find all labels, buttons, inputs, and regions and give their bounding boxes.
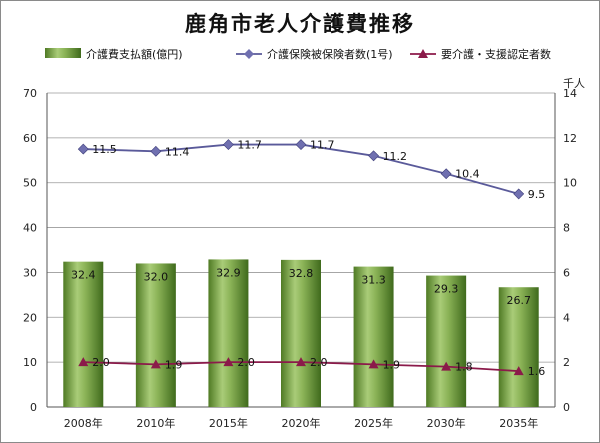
line-data-label: 11.2 xyxy=(383,150,408,163)
bar-data-label: 32.9 xyxy=(216,266,241,279)
diamond-point xyxy=(295,139,307,151)
bar-data-label: 32.8 xyxy=(289,267,314,280)
legend-triangle-marker xyxy=(418,49,428,58)
legend: 介護費支払額(億円) 介護保険被保険者数(1号) 要介護・支援認定者数 xyxy=(45,47,551,61)
series-line xyxy=(83,143,519,195)
bar-data-label: 26.7 xyxy=(506,294,531,307)
bar xyxy=(135,263,176,407)
diamond-point xyxy=(513,188,525,200)
x-tick-label: 2025年 xyxy=(354,416,393,430)
triangle-point xyxy=(368,359,379,369)
legend-label: 要介護・支援認定者数 xyxy=(441,47,551,61)
y-right-tick-label: 10 xyxy=(563,177,577,190)
y-left-tick-label: 70 xyxy=(23,87,37,100)
line-data-label: 1.6 xyxy=(528,365,546,378)
bar-data-label: 32.4 xyxy=(71,269,96,282)
triangle-point xyxy=(223,357,234,367)
line-data-label: 1.8 xyxy=(455,361,473,374)
y-right-tick-label: 4 xyxy=(563,311,570,324)
legend-swatch-bar xyxy=(45,48,81,58)
line-data-label: 2.0 xyxy=(237,356,255,369)
y-left-tick-label: 40 xyxy=(23,222,37,235)
data-labels: 32.4 32.0 32.9 32.8 31.3 29.3 26.7 11.5 11.4 11.7… xyxy=(71,139,545,379)
y-left-tick-label: 0 xyxy=(30,401,37,414)
bar-data-label: 32.0 xyxy=(144,270,169,283)
bar xyxy=(63,261,104,407)
diamond-point xyxy=(440,168,452,180)
bar-series xyxy=(63,259,539,407)
line-data-label: 2.0 xyxy=(92,356,110,369)
x-tick-label: 2035年 xyxy=(499,416,538,430)
triangle-point xyxy=(441,361,452,371)
diamond-point xyxy=(150,145,162,157)
line-data-label: 9.5 xyxy=(528,188,546,201)
bar xyxy=(281,259,321,407)
line-data-label: 11.4 xyxy=(165,145,190,158)
line-data-label: 11.7 xyxy=(237,139,262,152)
bar xyxy=(426,275,467,407)
bar xyxy=(353,266,394,407)
y-right-tick-label: 0 xyxy=(563,401,570,414)
y-right-tick-label: 2 xyxy=(563,356,570,369)
x-tick-label: 2010年 xyxy=(136,416,175,430)
chart-title: 鹿角市老人介護費推移 xyxy=(185,12,415,36)
x-tick-label: 2008年 xyxy=(64,416,103,430)
triangle-point xyxy=(296,357,306,367)
line-data-label: 2.0 xyxy=(310,356,328,369)
y-right-unit: 千人 xyxy=(563,77,585,90)
line-data-label: 11.7 xyxy=(310,139,335,152)
line-data-label: 10.4 xyxy=(455,168,480,181)
line-data-label: 11.5 xyxy=(92,143,117,156)
x-tick-label: 2030年 xyxy=(427,416,466,430)
bar xyxy=(498,287,539,407)
line-series xyxy=(77,139,525,376)
y-left-tick-label: 50 xyxy=(23,177,37,190)
triangle-point xyxy=(513,366,524,376)
bar-data-label: 31.3 xyxy=(361,274,386,287)
y-right-tick-label: 6 xyxy=(563,266,570,279)
legend-diamond-marker xyxy=(244,49,254,59)
legend-label: 介護費支払額(億円) xyxy=(86,47,183,61)
y-left-tick-label: 60 xyxy=(23,132,37,145)
triangle-point xyxy=(78,357,89,367)
y-right-tick-label: 12 xyxy=(563,132,577,145)
triangle-point xyxy=(150,359,161,369)
x-tick-label: 2015年 xyxy=(209,416,248,430)
legend-label: 介護保険被保険者数(1号) xyxy=(267,47,393,61)
diamond-point xyxy=(223,139,234,151)
bar xyxy=(208,259,249,407)
diamond-point xyxy=(368,150,379,162)
bar-data-label: 29.3 xyxy=(434,283,459,296)
y-left-tick-label: 30 xyxy=(23,266,37,279)
line-data-label: 1.9 xyxy=(383,358,401,371)
diamond-point xyxy=(77,143,89,155)
line-data-label: 1.9 xyxy=(165,358,183,371)
y-right-tick-label: 8 xyxy=(563,222,570,235)
y-left-tick-label: 10 xyxy=(23,356,37,369)
y-right-tick-label: 14 xyxy=(563,87,577,100)
y-left-tick-label: 20 xyxy=(23,311,37,324)
x-tick-label: 2020年 xyxy=(282,416,321,430)
